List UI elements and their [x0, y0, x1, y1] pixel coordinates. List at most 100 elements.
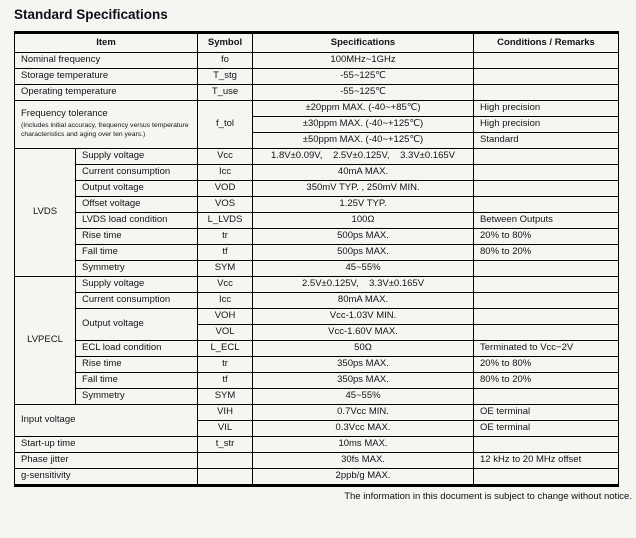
symbol-cell: tr	[197, 228, 254, 245]
symbol-cell: VOS	[197, 196, 254, 213]
frequency-tolerance-note: (Includes initial accuracy, frequency ve…	[21, 122, 189, 138]
symbol-cell: tr	[197, 356, 254, 373]
item-cell: Phase jitter	[13, 452, 199, 469]
spec-cell: 350ps MAX.	[252, 372, 475, 389]
item-cell: LVDS load condition	[74, 212, 199, 229]
item-cell: Supply voltage	[74, 276, 199, 293]
conditions-cell	[473, 276, 620, 293]
item-cell: Start-up time	[13, 436, 199, 453]
conditions-cell: Standard	[473, 132, 620, 149]
conditions-cell: 80% to 20%	[473, 372, 620, 389]
spec-cell: 100Ω	[252, 212, 475, 229]
symbol-cell: tf	[197, 244, 254, 261]
conditions-cell	[473, 196, 620, 213]
conditions-cell	[473, 52, 620, 69]
table-row: g-sensitivity 2ppb/g MAX.	[13, 468, 620, 486]
symbol-cell: VOD	[197, 180, 254, 197]
spec-cell: -55~125℃	[252, 84, 475, 101]
table-row: Output voltage VOD 350mV TYP. , 250mV MI…	[15, 180, 620, 197]
group-label-lvds: LVDS	[14, 148, 76, 277]
spec-cell: ±30ppm MAX. (-40~+125℃)	[252, 116, 475, 133]
spec-cell: 500ps MAX.	[252, 244, 475, 261]
conditions-cell: OE terminal	[473, 404, 620, 421]
spec-cell: 40mA MAX.	[252, 164, 475, 181]
item-cell-output-voltage: Output voltage	[74, 308, 199, 341]
table-row: Output voltage VOH Vcc-1.03V MIN.	[15, 308, 620, 341]
conditions-cell	[473, 84, 620, 101]
symbol-cell: VOL	[197, 324, 254, 341]
table-row: Rise time tr 350ps MAX. 20% to 80%	[15, 356, 620, 373]
conditions-cell	[473, 68, 620, 85]
table-row: Start-up time t_str 10ms MAX.	[13, 436, 620, 453]
spec-cell: Vcc-1.60V MAX.	[252, 324, 475, 341]
table-row: LVDS Supply voltage Vcc 1.8V±0.09V, 2.5V…	[14, 148, 620, 277]
item-cell: Rise time	[74, 228, 199, 245]
table-row: Symmetry SYM 45~55%	[15, 260, 620, 277]
spec-cell: 45~55%	[252, 260, 475, 277]
header-symbol: Symbol	[197, 32, 254, 53]
table-row: ±30ppm MAX. (-40~+125℃) High precision	[15, 116, 620, 133]
table-row: ±50ppm MAX. (-40~+125℃) Standard	[15, 132, 620, 149]
symbol-cell: VIH	[197, 404, 254, 421]
header-conditions: Conditions / Remarks	[473, 32, 620, 53]
item-cell: Storage temperature	[13, 68, 199, 85]
symbol-cell	[197, 452, 254, 469]
spec-cell: ±20ppm MAX. (-40~+85℃)	[252, 100, 475, 117]
symbol-cell: VOH	[197, 308, 254, 325]
header-row: Item Symbol Specifications Conditions / …	[13, 32, 620, 53]
item-cell: Operating temperature	[13, 84, 199, 101]
symbol-cell: Vcc	[197, 276, 254, 293]
symbol-cell: T_stg	[197, 68, 254, 85]
table-row: Offset voltage VOS 1.25V TYP.	[15, 196, 620, 213]
item-cell: Supply voltage	[74, 148, 199, 165]
frequency-tolerance-label: Frequency tolerance	[21, 108, 108, 120]
symbol-cell: L_LVDS	[197, 212, 254, 229]
symbol-cell: SYM	[197, 260, 254, 277]
table-row: Current consumption Icc 80mA MAX.	[15, 292, 620, 309]
table-row: LVPECL Supply voltage Vcc 2.5V±0.125V, 3…	[14, 276, 620, 405]
conditions-cell: High precision	[473, 116, 620, 133]
conditions-cell	[473, 324, 620, 341]
spec-cell: Vcc-1.03V MIN.	[252, 308, 475, 325]
spec-cell: ±50ppm MAX. (-40~+125℃)	[252, 132, 475, 149]
spec-cell: 10ms MAX.	[252, 436, 475, 453]
item-cell: ECL load condition	[74, 340, 199, 357]
table-row: Fall time tf 500ps MAX. 80% to 20%	[15, 244, 620, 261]
spec-cell: 50Ω	[252, 340, 475, 357]
item-cell: g-sensitivity	[13, 468, 199, 486]
conditions-cell	[473, 308, 620, 325]
spec-cell: 30fs MAX.	[252, 452, 475, 469]
symbol-cell: VIL	[197, 420, 254, 437]
table-row: Input voltage VIH 0.7Vcc MIN. OE termina…	[13, 404, 620, 437]
spec-cell: 45~55%	[252, 388, 475, 405]
table-row: Nominal frequency fo 100MHz~1GHz	[13, 52, 620, 69]
conditions-cell: OE terminal	[473, 420, 620, 437]
table-row: Phase jitter 30fs MAX. 12 kHz to 20 MHz …	[13, 452, 620, 469]
table-row: LVDS load condition L_LVDS 100Ω Between …	[15, 212, 620, 229]
conditions-cell	[473, 260, 620, 277]
item-cell: Nominal frequency	[13, 52, 199, 69]
conditions-cell: Terminated to Vcc−2V	[473, 340, 620, 357]
item-cell: Fall time	[74, 244, 199, 261]
conditions-cell: Between Outputs	[473, 212, 620, 229]
spec-cell: 500ps MAX.	[252, 228, 475, 245]
symbol-cell: L_ECL	[197, 340, 254, 357]
spec-cell: 350mV TYP. , 250mV MIN.	[252, 180, 475, 197]
item-cell: Fall time	[74, 372, 199, 389]
symbol-cell: f_tol	[197, 100, 254, 149]
conditions-cell: 12 kHz to 20 MHz offset	[473, 452, 620, 469]
conditions-cell	[473, 180, 620, 197]
symbol-cell	[197, 468, 254, 486]
item-cell-frequency-tolerance: Frequency tolerance (Includes initial ac…	[13, 100, 199, 149]
spec-cell: 2ppb/g MAX.	[252, 468, 475, 486]
header-specifications: Specifications	[252, 32, 475, 53]
spec-cell: 1.25V TYP.	[252, 196, 475, 213]
item-cell: Current consumption	[74, 164, 199, 181]
symbol-cell: Icc	[197, 292, 254, 309]
spec-cell: 1.8V±0.09V, 2.5V±0.125V, 3.3V±0.165V	[252, 148, 475, 165]
item-cell: Current consumption	[74, 292, 199, 309]
header-item: Item	[13, 32, 199, 53]
conditions-cell: 20% to 80%	[473, 228, 620, 245]
table-row: Operating temperature T_use -55~125℃	[13, 84, 620, 101]
spec-cell: 80mA MAX.	[252, 292, 475, 309]
